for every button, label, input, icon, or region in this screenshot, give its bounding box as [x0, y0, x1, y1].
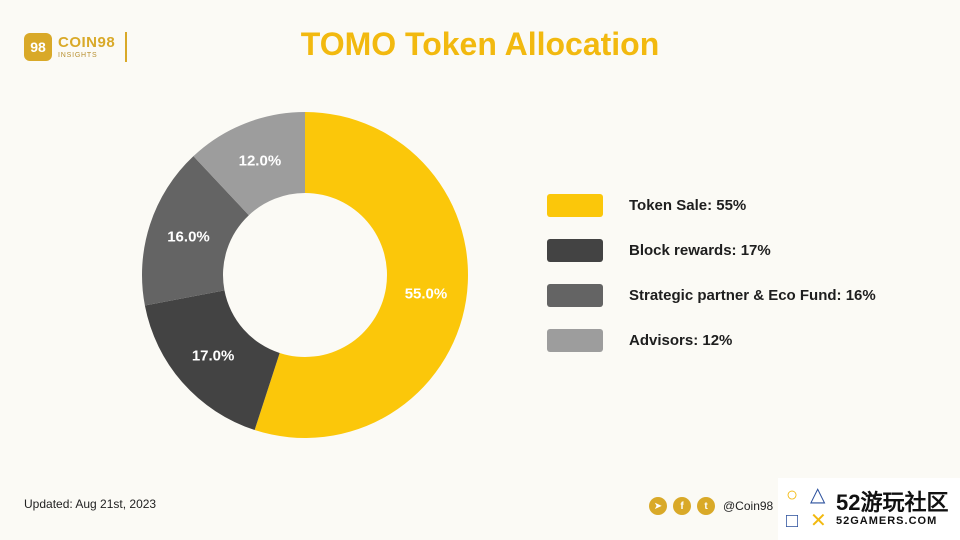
brand-name: COIN98 — [58, 34, 116, 51]
telegram-icon[interactable]: ➤ — [649, 497, 667, 515]
legend-item-1: Block rewards: 17% — [547, 239, 876, 262]
donut-slice-1 — [144, 290, 280, 431]
legend-swatch-1 — [547, 239, 603, 262]
legend-label-2: Strategic partner & Eco Fund: 16% — [629, 287, 876, 304]
coin98-logo: 98 COIN98 INSIGHTS — [24, 32, 128, 62]
legend-item-2: Strategic partner & Eco Fund: 16% — [547, 284, 876, 307]
slice-label-1: 17.0% — [192, 348, 235, 365]
square-symbol-icon: □ — [786, 510, 799, 532]
legend-label-3: Advisors: 12% — [629, 332, 733, 349]
facebook-icon[interactable]: f — [673, 497, 691, 515]
circle-symbol-icon: ○ — [786, 484, 799, 506]
brand-divider — [125, 32, 128, 62]
donut-slice-2 — [142, 156, 249, 306]
legend-item-0: Token Sale: 55% — [547, 194, 876, 217]
legend-label-0: Token Sale: 55% — [629, 197, 747, 214]
gamepad-symbols-icon: ○ △ □ ✕ — [784, 483, 832, 535]
slice-label-3: 12.0% — [239, 153, 282, 170]
triangle-symbol-icon: △ — [810, 484, 826, 506]
donut-slice-0 — [254, 112, 469, 438]
overlay-logo-title: 52游玩社区 — [836, 489, 949, 515]
legend-label-1: Block rewards: 17% — [629, 242, 771, 259]
slice-label-2: 16.0% — [167, 229, 210, 246]
legend-swatch-0 — [547, 194, 603, 217]
legend-swatch-2 — [547, 284, 603, 307]
brand-sub: INSIGHTS — [58, 52, 98, 59]
overlay-logo-subtitle: 52GAMERS.COM — [836, 515, 938, 528]
coin98-mark: 98 — [24, 33, 52, 61]
legend-item-3: Advisors: 12% — [547, 329, 876, 352]
legend: Token Sale: 55% Block rewards: 17% Strateg… — [547, 194, 876, 374]
cross-symbol-icon: ✕ — [810, 510, 827, 532]
page-title: TOMO Token Allocation — [300, 26, 660, 62]
updated-date: Updated: Aug 21st, 2023 — [24, 497, 157, 511]
social-links: ➤ f t @Coin98 — [649, 497, 773, 515]
legend-swatch-3 — [547, 329, 603, 352]
donut-slice-3 — [193, 112, 305, 216]
slice-label-0: 55.0% — [405, 286, 448, 303]
52gamers-logo: ○ △ □ ✕ 52游玩社区 52GAMERS.COM — [778, 478, 960, 540]
twitter-icon[interactable]: t — [697, 497, 715, 515]
social-handle[interactable]: @Coin98 — [723, 499, 774, 513]
